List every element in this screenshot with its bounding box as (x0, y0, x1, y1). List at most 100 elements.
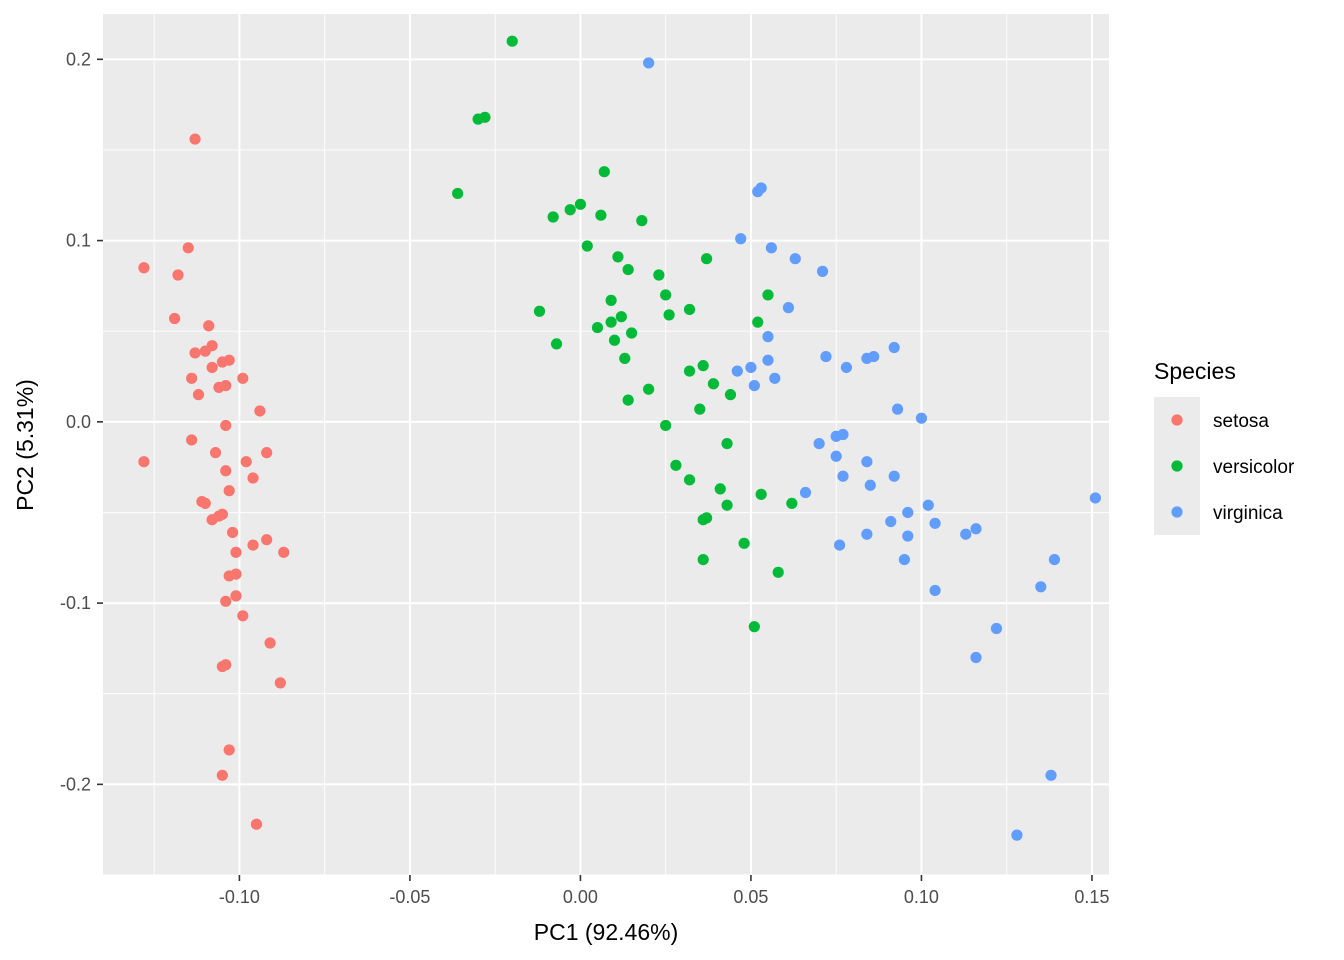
setosa-point (206, 361, 218, 374)
virginica-point (902, 530, 914, 542)
versicolor-point (533, 305, 546, 317)
virginica-point (888, 470, 900, 482)
virginica-point (799, 486, 812, 499)
legend-label-setosa: setosa (1213, 411, 1269, 432)
virginica-point (970, 523, 982, 535)
versicolor-point (663, 309, 675, 321)
versicolor-point (574, 198, 587, 210)
virginica-point (885, 515, 897, 528)
setosa-point (182, 242, 194, 254)
virginica-point (898, 554, 910, 566)
virginica-point (833, 539, 846, 551)
versicolor-point (752, 316, 764, 328)
versicolor-point (697, 554, 709, 566)
versicolor-point (625, 327, 638, 339)
versicolor-point (605, 316, 617, 328)
panel-background (103, 14, 1109, 875)
setosa-point (264, 637, 276, 649)
virginica-point (789, 253, 801, 265)
setosa-point (226, 526, 239, 539)
virginica-point (990, 622, 1003, 635)
versicolor-point (643, 383, 655, 395)
virginica-point (731, 365, 743, 377)
legend-label-versicolor: versicolor (1213, 457, 1295, 478)
virginica-point (922, 499, 934, 511)
virginica-point (735, 233, 747, 245)
x-tick-label: -0.10 (219, 887, 260, 907)
virginica-point (643, 57, 655, 69)
setosa-point (209, 447, 222, 459)
versicolor-point (605, 294, 617, 306)
x-axis-title: PC1 (92.46%) (534, 919, 678, 945)
versicolor-point (615, 311, 627, 323)
virginica-point (762, 354, 774, 366)
setosa-point (247, 472, 259, 484)
setosa-point (172, 269, 184, 281)
versicolor-point (636, 215, 648, 227)
versicolor-point (506, 35, 518, 47)
setosa-point (192, 389, 205, 401)
virginica-point (830, 450, 842, 462)
major-gridlines (103, 14, 1109, 875)
versicolor-point (622, 263, 634, 276)
setosa-point (278, 546, 290, 558)
setosa-point (199, 497, 211, 510)
versicolor-point (748, 621, 760, 633)
versicolor-point (724, 389, 737, 401)
virginica-point (861, 528, 873, 540)
versicolor-point (762, 289, 774, 301)
virginica-point (960, 528, 972, 540)
setosa-point (237, 610, 249, 622)
x-tick-label: 0.15 (1074, 887, 1109, 907)
virginica-point (915, 412, 928, 424)
virginica-point (902, 506, 914, 519)
versicolor-point (547, 211, 559, 223)
versicolor-point (683, 303, 696, 316)
versicolor-point (622, 394, 634, 406)
versicolor-point (564, 204, 576, 216)
setosa-point (261, 534, 273, 546)
virginica-point (840, 361, 853, 374)
y-tick-label: 0.1 (66, 231, 91, 251)
setosa-point (216, 660, 228, 673)
versicolor-point (591, 321, 604, 334)
virginica-point (830, 430, 842, 442)
versicolor-point (721, 437, 733, 450)
versicolor-point (697, 360, 709, 372)
legend-title: Species (1154, 358, 1236, 384)
versicolor-point (683, 365, 696, 377)
y-tick-label: -0.2 (60, 774, 91, 794)
virginica-point (1011, 829, 1023, 841)
virginica-point (765, 242, 777, 254)
virginica-point (1035, 581, 1047, 593)
versicolor-point (598, 166, 610, 178)
setosa-point (186, 434, 198, 446)
versicolor-point (595, 209, 607, 221)
virginica-point (745, 361, 757, 374)
versicolor-point (772, 566, 784, 578)
setosa-point (186, 372, 198, 384)
virginica-point (782, 302, 795, 314)
legend: Species setosa versicolor virginica (1154, 358, 1295, 535)
versicolor-point (619, 352, 631, 364)
setosa-point (220, 595, 232, 607)
virginica-point (1089, 492, 1101, 504)
setosa-point (216, 356, 228, 368)
setosa-point (189, 347, 201, 359)
setosa-point (220, 465, 232, 477)
versicolor-point (786, 497, 798, 510)
setosa-point (189, 133, 201, 145)
versicolor-point (738, 537, 750, 549)
virginica-point (748, 379, 760, 392)
setosa-point (247, 539, 259, 551)
data-points (138, 35, 1101, 841)
virginica-point (929, 517, 941, 529)
x-tick-label: -0.05 (389, 887, 430, 907)
setosa-point (240, 456, 252, 468)
virginica-point (864, 479, 876, 491)
setosa-point (203, 320, 215, 332)
virginica-point (861, 352, 873, 364)
setosa-point (274, 677, 286, 689)
setosa-point (223, 744, 235, 756)
